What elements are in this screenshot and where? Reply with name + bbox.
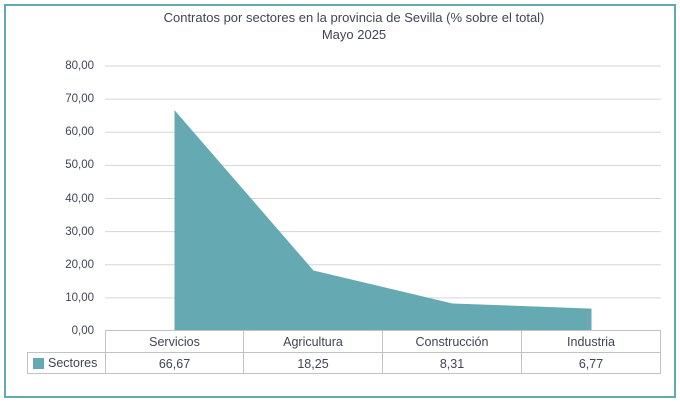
- value-cell: 6,77: [522, 352, 661, 374]
- category-header-cell: Construcción: [383, 330, 522, 352]
- chart-title-line1: Contratos por sectores en la provincia d…: [163, 10, 545, 25]
- y-axis-tick-label: 60,00: [65, 126, 94, 139]
- legend-key-cell: Sectores: [27, 352, 106, 374]
- chart-title: Contratos por sectores en la provincia d…: [40, 9, 668, 43]
- category-header-cell: Servicios: [105, 330, 244, 352]
- y-axis-tick-label: 30,00: [65, 225, 94, 238]
- category-header-cell: Agricultura: [244, 330, 383, 352]
- y-axis-tick-label: 40,00: [65, 192, 94, 205]
- value-cell: 8,31: [383, 352, 522, 374]
- chart-title-line2: Mayo 2025: [321, 27, 387, 42]
- y-axis-tick-label: 20,00: [65, 258, 94, 271]
- category-header-cell: Industria: [522, 330, 661, 352]
- y-axis-tick-label: 10,00: [65, 291, 94, 304]
- y-axis-tick-label: 50,00: [65, 159, 94, 172]
- value-cell: 18,25: [244, 352, 383, 374]
- chart-outer-border: [4, 4, 676, 398]
- y-axis-tick-label: 70,00: [65, 93, 94, 106]
- area-series-sectores: [174, 110, 592, 331]
- y-axis-tick-label: 80,00: [65, 60, 94, 72]
- legend-color-swatch-icon: [33, 357, 44, 369]
- y-axis-tick-label: 0,00: [71, 325, 94, 337]
- value-cell: 66,67: [105, 352, 244, 374]
- legend-label: Sectores: [48, 356, 98, 370]
